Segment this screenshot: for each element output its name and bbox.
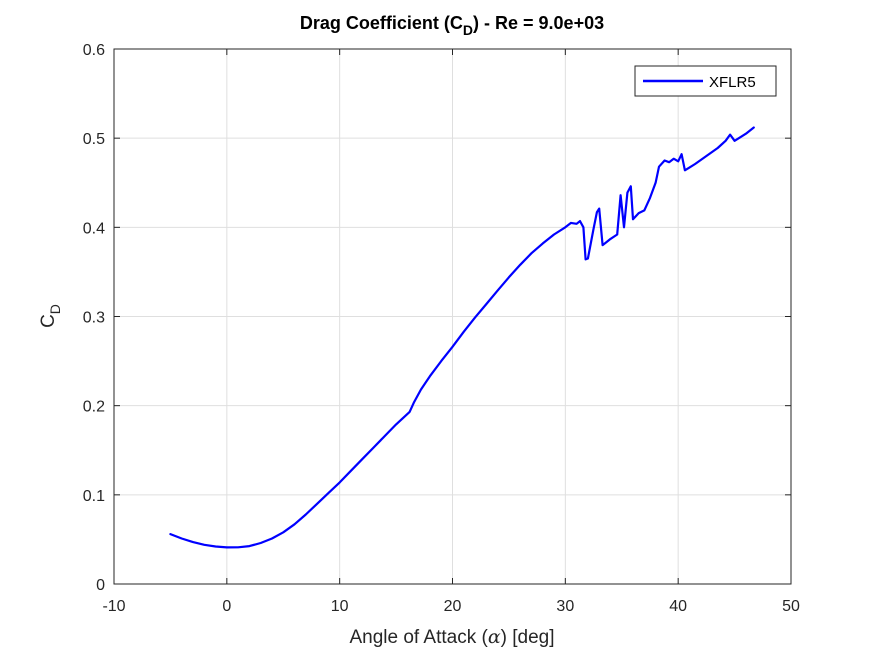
y-tick-label: 0 [96,577,105,594]
y-tick-label: 0.5 [83,131,105,148]
y-axis-label-subscript: D [47,304,63,314]
x-tick-label: -10 [102,598,125,615]
x-tick-label: 0 [222,598,231,615]
ticks [113,48,792,585]
x-axis-label-symbol: α [488,626,501,648]
x-tick-label: 40 [669,598,687,615]
chart-title: Drag Coefficient (CD) - Re = 9.0e+03 [300,13,604,38]
y-tick-label: 0.2 [83,399,105,416]
x-axis-label-post: ) [deg] [501,627,555,648]
y-tick-label: 0.3 [83,310,105,327]
grid [114,49,791,584]
legend: XFLR5 [634,65,777,97]
y-tick-labels: 0 0.1 0.2 0.3 0.4 0.5 0.6 [83,42,105,594]
chart-title-rest: ) - Re = 9.0e+03 [473,13,604,33]
series-layer [169,126,755,549]
x-tick-label: 10 [331,598,349,615]
y-tick-label: 0.4 [83,220,105,237]
y-tick-label: 0.6 [83,42,105,59]
x-tick-label: 20 [444,598,462,615]
x-tick-labels: -10 0 10 20 30 40 50 [102,598,800,615]
legend-label-xflr5: XFLR5 [709,74,756,91]
y-tick-label: 0.1 [83,488,105,505]
y-axis-label-main: C [38,314,59,328]
chart-title-main: Drag Coefficient (C [300,13,463,33]
x-axis-label: Angle of Attack (α) [deg] [349,626,554,648]
x-tick-label: 30 [556,598,574,615]
series-line-xflr5 [169,126,755,549]
x-axis-label-pre: Angle of Attack ( [349,627,488,648]
y-axis-label: CD [38,304,63,328]
chart-title-subscript: D [463,22,473,38]
x-tick-label: 50 [782,598,800,615]
